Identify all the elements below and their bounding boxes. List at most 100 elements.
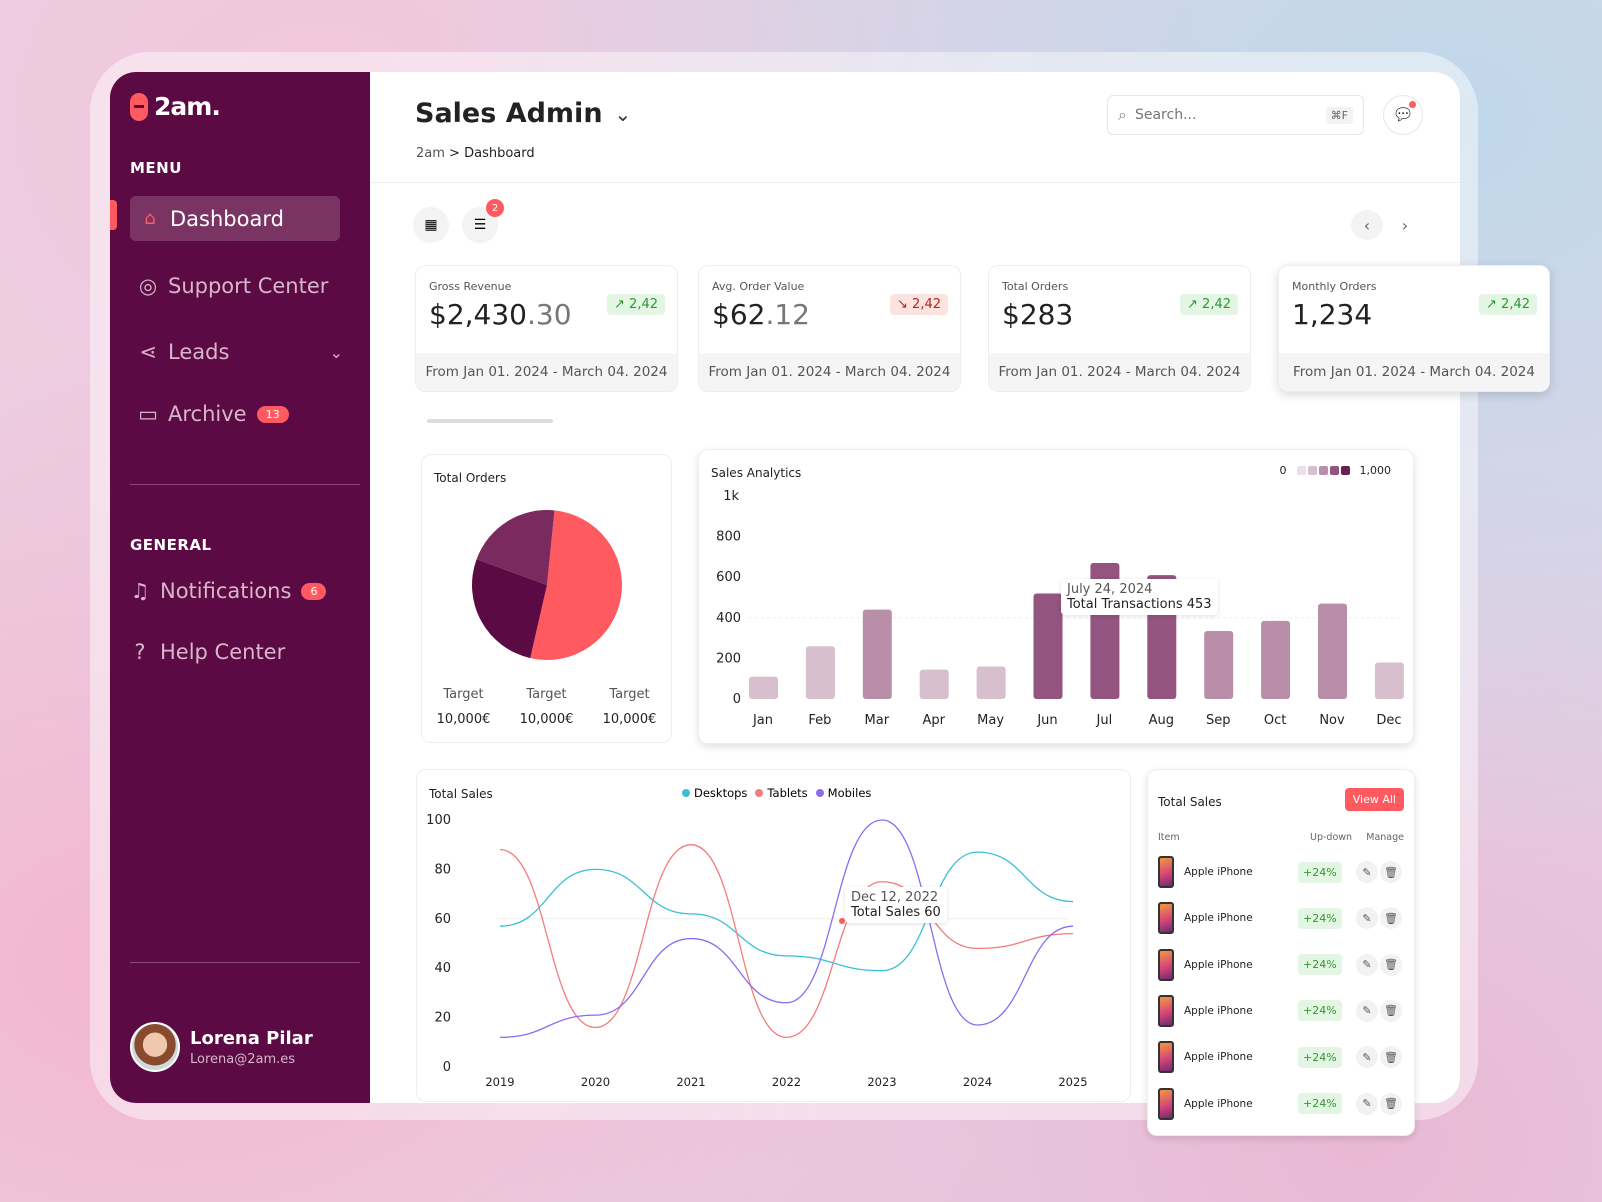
edit-button[interactable]: ✎ bbox=[1356, 907, 1378, 930]
pie-slice[interactable] bbox=[472, 559, 547, 659]
pencil-icon: ✎ bbox=[1362, 1097, 1372, 1110]
search-box[interactable]: ⌕ ⌘F bbox=[1107, 95, 1364, 135]
kpi-card[interactable]: Total Orders $283 ↗ 2,42 From Jan 01. 20… bbox=[988, 265, 1251, 392]
filter-button[interactable]: ☰ 2 bbox=[462, 199, 504, 243]
page-title: Sales Admin bbox=[415, 98, 603, 129]
y-tick-label: 800 bbox=[716, 530, 741, 545]
legend-item[interactable]: Mobiles bbox=[815, 786, 871, 800]
sidebar-item-dashboard[interactable]: ⌂ Dashboard bbox=[130, 196, 340, 241]
table-row[interactable]: Apple iPhone +24% ✎ 🗑︎ bbox=[1158, 1084, 1404, 1124]
delete-button[interactable]: 🗑︎ bbox=[1380, 1092, 1402, 1115]
page-title-dropdown[interactable]: Sales Admin ⌄ bbox=[415, 98, 631, 129]
edit-button[interactable]: ✎ bbox=[1356, 1092, 1378, 1115]
delete-button[interactable]: 🗑︎ bbox=[1380, 953, 1402, 976]
x-tick-label: Nov bbox=[1319, 713, 1345, 728]
bar[interactable] bbox=[1204, 630, 1234, 699]
sidebar-item-notifications[interactable]: ♫ Notifications 6 bbox=[130, 579, 327, 603]
bar[interactable] bbox=[805, 646, 835, 699]
item-name: Apple iPhone bbox=[1184, 1004, 1253, 1017]
view-all-button[interactable]: View All bbox=[1344, 788, 1404, 811]
user-profile[interactable]: Lorena Pilar Lorena@2am.es bbox=[130, 1022, 313, 1072]
kpi-value: $2,430.30 bbox=[429, 298, 572, 331]
x-tick-label: Mar bbox=[865, 713, 890, 728]
line-chart: 0 20 40 60 80 100 2019 2020 2021 2022 2023 2024 2025 bbox=[426, 813, 1087, 1089]
breadcrumb-root[interactable]: 2am bbox=[416, 146, 445, 161]
kpi-card[interactable]: Gross Revenue $2,430.30 ↗ 2,42 From Jan … bbox=[415, 265, 678, 392]
line-series-desktops[interactable] bbox=[499, 851, 1074, 972]
delete-button[interactable]: 🗑︎ bbox=[1380, 1046, 1402, 1069]
bell-icon: ♫ bbox=[130, 579, 150, 603]
kpi-value: 1,234 bbox=[1292, 298, 1373, 331]
target-value: 10,000€ bbox=[602, 712, 657, 727]
delete-button[interactable]: 🗑︎ bbox=[1380, 861, 1402, 883]
bar[interactable] bbox=[1318, 603, 1347, 699]
logo[interactable]: 2am. bbox=[130, 92, 221, 121]
x-tick-label: May bbox=[977, 713, 1004, 728]
search-input[interactable] bbox=[1134, 107, 1318, 123]
trash-icon: 🗑︎ bbox=[1384, 911, 1398, 925]
legend-swatch bbox=[1329, 466, 1339, 475]
edit-button[interactable]: ✎ bbox=[1356, 861, 1378, 883]
edit-button[interactable]: ✎ bbox=[1356, 1046, 1378, 1069]
legend-item[interactable]: Desktops bbox=[682, 786, 747, 800]
kpi-card[interactable]: Monthly Orders 1,234 ↗ 2,42 From Jan 01.… bbox=[1278, 265, 1550, 392]
table-row[interactable]: Apple iPhone +24% ✎ 🗑︎ bbox=[1158, 991, 1404, 1031]
kpi-scrollbar[interactable] bbox=[427, 419, 553, 423]
sidebar-item-support-center[interactable]: ◎ Support Center bbox=[138, 274, 329, 298]
target-item: Target 10,000€ bbox=[520, 687, 574, 727]
x-tick-label: Aug bbox=[1149, 713, 1174, 728]
edit-button[interactable]: ✎ bbox=[1356, 999, 1378, 1022]
kpi-period: From Jan 01. 2024 - March 04. 2024 bbox=[416, 353, 677, 391]
chat-button[interactable]: 💬︎ bbox=[1383, 95, 1423, 135]
table-row[interactable]: Apple iPhone +24% ✎ 🗑︎ bbox=[1158, 945, 1404, 985]
pie-slice[interactable] bbox=[530, 510, 622, 660]
kpi-card[interactable]: Avg. Order Value $62.12 ↘ 2,42 From Jan … bbox=[698, 265, 961, 392]
y-tick-label: 20 bbox=[434, 1011, 451, 1026]
trash-icon: 🗑︎ bbox=[1384, 1050, 1398, 1064]
y-tick-label: 100 bbox=[426, 813, 451, 828]
x-tick-label: 2023 bbox=[867, 1075, 896, 1089]
table-row[interactable]: Apple iPhone +24% ✎ 🗑︎ bbox=[1158, 852, 1404, 892]
calendar-button[interactable]: ▦ bbox=[413, 207, 449, 243]
bar[interactable] bbox=[1374, 662, 1404, 699]
delete-button[interactable]: 🗑︎ bbox=[1380, 999, 1402, 1022]
product-image bbox=[1158, 994, 1174, 1027]
bar[interactable] bbox=[862, 609, 892, 699]
x-tick-label: Jun bbox=[1036, 713, 1057, 728]
sidebar-item-label: Notifications bbox=[160, 579, 292, 603]
bar[interactable] bbox=[1261, 620, 1291, 699]
sidebar-item-archive[interactable]: ▭ Archive 13 bbox=[138, 402, 289, 426]
bar[interactable] bbox=[976, 666, 1006, 699]
prev-button[interactable]: ‹ bbox=[1351, 210, 1383, 240]
pie-chart bbox=[472, 510, 622, 660]
bar[interactable] bbox=[749, 676, 778, 699]
next-button[interactable]: › bbox=[1389, 210, 1421, 240]
pencil-icon: ✎ bbox=[1362, 1004, 1372, 1018]
sidebar-item-leads[interactable]: ⋖ Leads ⌄ bbox=[138, 340, 343, 364]
target-label: Target bbox=[443, 687, 484, 702]
legend-dot bbox=[815, 789, 824, 797]
trash-icon: 🗑︎ bbox=[1384, 1004, 1398, 1018]
legend-item[interactable]: Tablets bbox=[755, 786, 808, 800]
kpi-value: $283 bbox=[1002, 298, 1074, 331]
pie-slice[interactable] bbox=[476, 510, 555, 585]
item-name: Apple iPhone bbox=[1184, 958, 1253, 971]
bar[interactable] bbox=[1033, 593, 1063, 699]
edit-button[interactable]: ✎ bbox=[1356, 953, 1378, 976]
line-series-mobiles[interactable] bbox=[499, 819, 1074, 1039]
sidebar-item-help-center[interactable]: ? Help Center bbox=[130, 640, 285, 664]
x-tick-label: Apr bbox=[922, 713, 945, 728]
search-shortcut: ⌘F bbox=[1325, 106, 1353, 124]
bar[interactable] bbox=[919, 669, 949, 699]
legend-swatch bbox=[1318, 466, 1328, 475]
table-row[interactable]: Apple iPhone +24% ✎ 🗑︎ bbox=[1158, 1037, 1404, 1077]
y-tick-label: 60 bbox=[434, 912, 451, 927]
sidebar-divider bbox=[130, 962, 360, 963]
trend-badge: ↗ 2,42 bbox=[1180, 294, 1238, 315]
heat-legend: 0 1,000 bbox=[1280, 464, 1392, 477]
legend-swatch bbox=[1296, 466, 1306, 475]
menu-heading: MENU bbox=[130, 159, 182, 177]
delete-button[interactable]: 🗑︎ bbox=[1380, 907, 1402, 930]
table-row[interactable]: Apple iPhone +24% ✎ 🗑︎ bbox=[1158, 898, 1404, 938]
line-series-tablets[interactable] bbox=[499, 844, 1074, 1039]
